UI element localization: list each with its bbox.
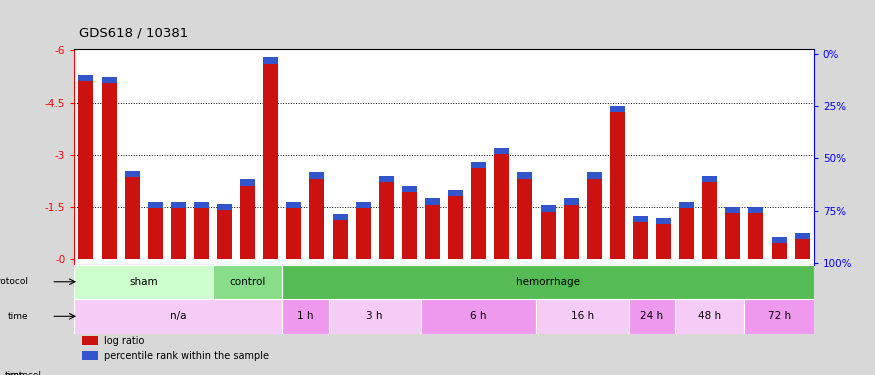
Text: percentile rank within the sample: percentile rank within the sample (104, 351, 269, 361)
Bar (494, 148, 509, 154)
Bar (240, 179, 256, 259)
Bar (610, 106, 625, 112)
Bar (310, 172, 325, 178)
Bar (379, 176, 394, 182)
Bar (536, 299, 629, 333)
Text: n/a: n/a (170, 311, 186, 321)
Bar (564, 198, 578, 205)
Bar (794, 233, 809, 240)
Bar (310, 172, 325, 259)
Text: control: control (229, 277, 266, 287)
Bar (748, 207, 764, 213)
Bar (610, 106, 625, 259)
Text: 72 h: 72 h (767, 311, 791, 321)
Bar (402, 186, 416, 192)
Text: time: time (4, 370, 25, 375)
Bar (355, 202, 371, 259)
Bar (79, 75, 94, 259)
Bar (81, 336, 98, 345)
Bar (332, 214, 347, 220)
Bar (564, 198, 578, 259)
Bar (494, 148, 509, 259)
Bar (74, 299, 283, 333)
Bar (148, 202, 163, 259)
Bar (772, 237, 787, 259)
Bar (379, 176, 394, 259)
Text: 48 h: 48 h (698, 311, 721, 321)
Bar (656, 217, 671, 224)
Bar (703, 176, 717, 259)
Bar (633, 216, 648, 259)
Bar (541, 206, 556, 259)
Bar (124, 171, 140, 259)
Text: protocol: protocol (4, 370, 41, 375)
Bar (425, 198, 440, 205)
Bar (587, 172, 602, 259)
Bar (217, 204, 232, 210)
Bar (421, 299, 536, 333)
Bar (102, 76, 116, 259)
Text: time: time (8, 312, 28, 321)
Bar (283, 299, 328, 333)
Bar (517, 172, 533, 259)
Bar (676, 299, 745, 333)
Bar (217, 204, 232, 259)
Bar (74, 264, 213, 299)
Bar (240, 179, 256, 186)
Bar (286, 202, 301, 259)
Bar (81, 351, 98, 360)
Text: 24 h: 24 h (640, 311, 663, 321)
Text: hemorrhage: hemorrhage (516, 277, 580, 287)
Bar (748, 207, 764, 259)
Bar (332, 214, 347, 259)
Bar (541, 206, 556, 212)
Bar (772, 237, 787, 243)
Bar (74, 49, 814, 51)
Text: 16 h: 16 h (571, 311, 594, 321)
Bar (629, 299, 676, 333)
Bar (79, 75, 94, 81)
Bar (263, 57, 278, 64)
Bar (745, 299, 814, 333)
Bar (725, 207, 740, 259)
Bar (328, 299, 421, 333)
Bar (472, 162, 487, 259)
Bar (263, 57, 278, 259)
Text: sham: sham (130, 277, 158, 287)
Bar (194, 202, 209, 208)
Bar (283, 264, 814, 299)
Bar (703, 176, 717, 182)
Text: 3 h: 3 h (367, 311, 383, 321)
Text: protocol: protocol (0, 277, 28, 286)
Bar (286, 202, 301, 208)
Bar (448, 190, 463, 196)
Bar (171, 202, 186, 259)
Bar (194, 202, 209, 259)
Text: GDS618 / 10381: GDS618 / 10381 (79, 26, 188, 39)
Bar (355, 202, 371, 208)
Bar (679, 202, 694, 208)
Bar (679, 202, 694, 259)
Bar (517, 172, 533, 178)
Bar (213, 264, 283, 299)
Text: 6 h: 6 h (471, 311, 487, 321)
Bar (425, 198, 440, 259)
Text: 1 h: 1 h (298, 311, 313, 321)
Bar (725, 207, 740, 213)
Bar (102, 76, 116, 83)
Bar (171, 202, 186, 208)
Bar (402, 186, 416, 259)
Bar (587, 172, 602, 178)
Text: log ratio: log ratio (104, 336, 144, 346)
Bar (794, 233, 809, 259)
Bar (148, 202, 163, 208)
Bar (472, 162, 487, 168)
Bar (124, 171, 140, 177)
Bar (656, 217, 671, 259)
Bar (448, 190, 463, 259)
Bar (633, 216, 648, 222)
